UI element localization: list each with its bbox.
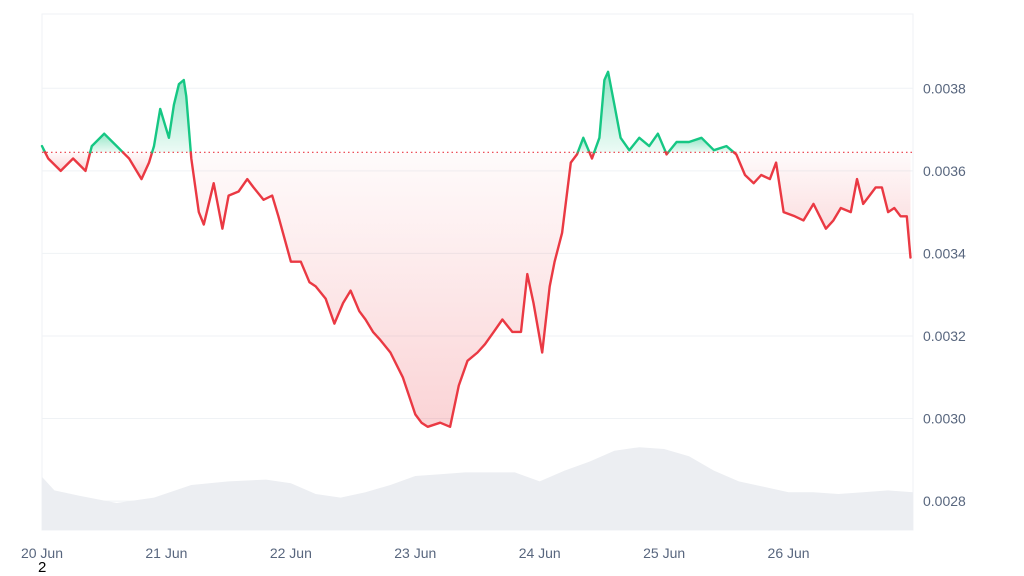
volume-area: [42, 447, 913, 530]
volume-area-path: [42, 447, 913, 530]
price-line-below: [588, 151, 596, 160]
x-tick-label: 22 Jun: [270, 545, 312, 561]
price-line-above: [89, 132, 125, 154]
x-axis-ticks: 20 Jun 21 Jun 22 Jun 23 Jun 24 Jun 25 Jun 26 J…: [21, 545, 810, 561]
area-above-baseline: [577, 137, 590, 153]
x-tick-label: 24 Jun: [519, 545, 561, 561]
y-tick-label: 0.0028: [923, 493, 966, 509]
area-above-baseline: [594, 71, 666, 153]
x-tick-label: 21 Jun: [145, 545, 187, 561]
x-tick-label: 23 Jun: [394, 545, 436, 561]
y-axis-ticks: 0.0028 0.0030 0.0032 0.0034 0.0036 0.0038: [923, 80, 966, 509]
price-line: [40, 70, 913, 428]
price-line-below: [189, 151, 579, 428]
area-below-baseline: [733, 152, 911, 258]
area-above-baseline: [668, 137, 734, 153]
area-above-baseline: [90, 133, 123, 153]
y-tick-label: 0.0030: [923, 411, 966, 427]
y-tick-label: 0.0034: [923, 245, 966, 261]
price-line-above: [150, 78, 192, 154]
x-tick-label: 25 Jun: [643, 545, 685, 561]
price-line-below: [732, 151, 912, 259]
area-above-baseline: [152, 80, 191, 153]
y-tick-label: 0.0038: [923, 80, 966, 96]
x-tick-label: 20 Jun: [21, 545, 63, 561]
y-tick-label: 0.0032: [923, 328, 966, 344]
price-line-above: [593, 70, 667, 154]
area-below-baseline: [190, 152, 578, 427]
price-line-below: [121, 151, 154, 181]
price-fill: [42, 71, 911, 427]
price-line-below: [43, 151, 92, 173]
y-tick-label: 0.0036: [923, 163, 966, 179]
price-line-above: [576, 136, 591, 154]
x-tick-label: 26 Jun: [768, 545, 810, 561]
price-line-above: [667, 136, 735, 154]
corner-label: 2: [38, 559, 47, 576]
